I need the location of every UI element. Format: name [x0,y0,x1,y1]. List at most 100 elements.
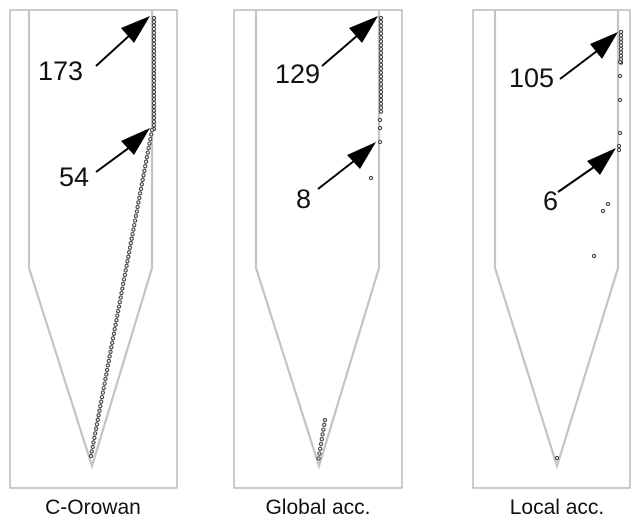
particle-dot [618,40,624,45]
panel-frame [9,9,178,489]
particle-dot [321,427,326,432]
particle-dot [378,66,384,71]
particle-dot [100,390,106,395]
particle-dot [127,245,133,250]
particle-dot [618,43,624,48]
funnel-outline [27,10,154,470]
particle-dot [151,71,157,76]
particle-dot [104,367,110,373]
particle-dot [378,101,384,106]
particle-dot [378,39,384,44]
particle-dot [368,175,374,181]
particle-dot [140,177,145,182]
funnel-outline [493,10,620,470]
particle-dot [151,56,157,61]
particle-dot [142,168,147,173]
particle-dot [126,254,131,259]
particle-dot [111,331,117,336]
particle-dot [121,281,126,287]
particle-dot [151,30,157,35]
particle-dot [105,363,111,368]
particle-trail [316,15,384,461]
particle-dot [122,272,128,278]
particle-dot [145,150,150,155]
particle-dot [554,455,560,461]
particle-dot [103,376,108,382]
particle-dot [108,349,113,355]
particle-dot [378,78,384,83]
particle-dot [101,385,106,391]
particle-dot [618,50,624,55]
particle-dot [124,263,129,268]
particle-dot [113,322,118,327]
particle-dot [151,119,157,124]
particle-dot [378,74,384,79]
particle-trail [88,15,157,459]
particle-dot [378,70,384,75]
particle-dot [378,19,384,25]
particle-dot [129,236,134,241]
particle-dot [102,381,107,386]
particle-dot [146,145,151,151]
particle-dot [378,89,384,95]
particle-dot [138,186,144,192]
particle-dot [151,60,157,65]
particle-dot [378,50,384,56]
particle-dot [378,93,384,99]
particle-dot [378,54,384,60]
panel-frame [233,9,403,489]
particle-dot [377,125,383,131]
particle-dot [151,97,157,102]
count-label-upper: 105 [509,63,554,93]
particle-dot [378,31,384,36]
particle-dot [618,53,624,58]
particle-dot [110,336,116,341]
particle-dot [378,82,384,87]
particle-dot [123,268,128,273]
particle-dot [144,155,150,160]
particle-dot [93,431,98,436]
particle-dot [151,75,157,80]
particle-dot [143,164,148,169]
particle-dot [132,218,138,223]
particle-dot [617,59,623,65]
particle-dot [114,318,119,323]
particle-dot [378,97,384,103]
particle-dot [151,15,157,21]
particle-dot [132,222,137,228]
particle-dot [617,73,623,79]
particle-dot [617,97,623,103]
particle-dot [378,43,384,48]
particle-dot [151,104,157,109]
arrow-shaft [95,34,131,67]
particle-dot [151,38,157,43]
particle-dot [316,456,321,461]
particle-dot [378,109,384,114]
arrow-shaft [557,166,595,193]
particle-dot [378,23,384,28]
particle-dot [151,23,157,28]
particle-dot [117,299,122,305]
count-label-lower: 54 [59,162,89,192]
particle-dot [90,444,95,450]
particle-dot [88,453,94,459]
particle-dot [104,372,109,377]
particle-dot [118,295,123,300]
particle-dot [318,441,324,447]
particle-dot [618,29,624,35]
particle-dot [617,130,623,136]
particle-dot [135,204,140,210]
particle-dot [591,253,597,259]
particle-dot [99,394,105,400]
panel-caption: C-Orowan [45,496,141,519]
particle-dot [377,139,383,145]
particle-dot [151,52,157,58]
arrow-head [587,148,616,175]
particle-dot [618,36,624,41]
particle-dot [107,354,112,359]
particle-dot [151,89,157,95]
particle-dot [377,117,383,123]
particle-dot [134,209,139,214]
particle-trail [554,29,624,461]
